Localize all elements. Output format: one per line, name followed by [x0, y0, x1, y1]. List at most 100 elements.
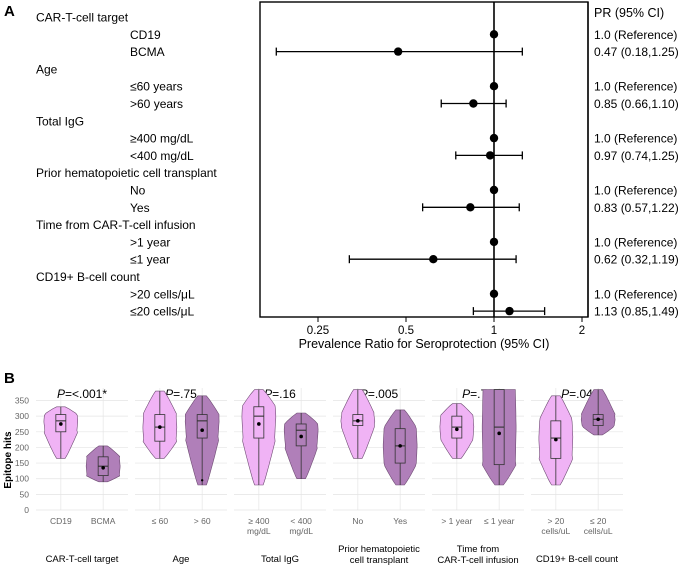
facet: P=.04 > 20 cells/uL ≤ 20 cells/uL CD19+ B-cel… [531, 387, 623, 565]
facet-title-line: Age [173, 554, 190, 565]
pr-value: 0.97 (0.74,1.25) [594, 149, 679, 163]
point-estimate [489, 237, 499, 247]
facet-title-line: CAR-T-cell infusion [437, 555, 518, 566]
point-estimate [489, 82, 499, 91]
facet-title: Time from CAR-T-cell infusion [437, 544, 518, 566]
y-tick-label: 300 [15, 411, 29, 421]
facet: P=<.001* CD19 BCMA CAR-T-cell target [36, 387, 128, 565]
level-label: ≤1 year [130, 253, 170, 267]
box [253, 406, 265, 439]
facet-title: CD19+ B-cell count [536, 554, 618, 565]
mean-point [596, 417, 600, 422]
p-value-prefix: P [462, 387, 470, 401]
category-label-line: > 60 [194, 516, 211, 526]
point-estimate [485, 151, 495, 160]
forest-x-axis: 0.25 0.5 1 2 [307, 317, 585, 337]
outlier-point [200, 479, 204, 482]
y-tick-label: 0 [24, 505, 29, 515]
level-label: ≤60 years [130, 80, 183, 94]
panel-b-y-axis-label: Epitope hits [3, 431, 14, 489]
facet-panel [36, 388, 128, 510]
pr-value: 1.0 (Reference) [594, 28, 677, 42]
violin [241, 389, 277, 486]
mean-point [299, 434, 303, 439]
category-label-line: ≤ 1 year [484, 516, 515, 526]
level-label: >1 year [130, 235, 170, 249]
x-tick-label: 2 [579, 325, 585, 337]
group-label: Prior hematopoietic cell transplant [36, 166, 217, 180]
box [352, 414, 364, 426]
mean-point [101, 465, 105, 470]
group-label: Total IgG [36, 114, 84, 128]
p-value-label: P=.04 [561, 387, 593, 401]
facet-title-line: Total IgG [261, 554, 299, 565]
p-value-prefix: P [561, 387, 569, 401]
pr-column-header: PR (95% CI) [594, 6, 664, 20]
point-estimate [489, 133, 499, 143]
point-estimate [489, 30, 499, 39]
p-value-text: =.16 [272, 387, 296, 401]
category-label: ≥ 400 mg/dL [247, 516, 271, 536]
pr-value: 1.0 (Reference) [594, 235, 677, 249]
level-label: Yes [130, 201, 150, 215]
facet-title-line: Prior hematopoietic [338, 544, 420, 555]
mean-point [455, 427, 459, 432]
group-label: CAR-T-cell target [36, 11, 129, 25]
violin-y-axis: 0 50 100 150 200 250 300 350 [15, 396, 29, 515]
category-label: ≤ 60 [152, 516, 169, 526]
category-label-line: BCMA [91, 516, 116, 526]
mean-point [356, 419, 360, 423]
facet-title: Total IgG [261, 554, 299, 565]
forest-x-axis-label: Prevalence Ratio for Seroprotection (95%… [299, 337, 550, 351]
box [550, 420, 562, 459]
mean-point [554, 437, 558, 442]
panel-b-label: B [4, 370, 15, 387]
pr-value: 0.47 (0.18,1.25) [594, 45, 679, 59]
group-label: Age [36, 62, 58, 76]
y-tick-label: 200 [15, 442, 29, 452]
mean-point [158, 425, 162, 429]
category-label-line: No [352, 516, 363, 526]
box [295, 423, 307, 447]
box [55, 414, 67, 433]
violin [85, 445, 121, 483]
pr-value: 1.0 (Reference) [594, 287, 677, 301]
facet: P=.75 ≤ 60 > 60 Age [135, 387, 227, 565]
category-label: CD19 [50, 516, 72, 526]
pr-value: 1.13 (0.85,1.49) [594, 305, 679, 319]
pr-value: 1.0 (Reference) [594, 184, 677, 198]
category-label-line: CD19 [50, 516, 72, 526]
p-value-text: =.04 [569, 387, 593, 401]
category-label: ≤ 20 cells/uL [584, 516, 613, 536]
p-value-label: P=.75 [165, 387, 197, 401]
box [196, 414, 208, 439]
violin [340, 389, 376, 459]
category-label-line: Yes [393, 516, 407, 526]
group-label: Time from CAR-T-cell infusion [36, 218, 196, 232]
category-label-line: ≤ 60 [152, 516, 169, 526]
category-label: Yes [393, 516, 407, 526]
level-label: ≤20 cells/μL [130, 305, 195, 319]
p-value-prefix: P [264, 387, 272, 401]
forest-marks [275, 2, 546, 317]
forest-plot-frame [259, 1, 589, 318]
category-label: No [352, 516, 363, 526]
pr-value: 1.0 (Reference) [594, 80, 677, 94]
category-label-line: ≤ 20 [590, 516, 607, 526]
mean-point [398, 444, 402, 448]
y-tick-label: 350 [15, 396, 29, 406]
p-value-text: =<.001* [65, 387, 107, 401]
p-value-text: =.75 [173, 387, 197, 401]
category-label: > 60 [194, 516, 211, 526]
category-label-line: cells/uL [541, 526, 570, 536]
p-value-label: P=.16 [264, 387, 296, 401]
level-label: No [130, 184, 146, 198]
category-label-line: > 20 [547, 516, 564, 526]
level-label: >20 cells/μL [130, 287, 195, 301]
facet-title: CAR-T-cell target [46, 554, 119, 565]
panel-a-label: A [4, 3, 15, 20]
